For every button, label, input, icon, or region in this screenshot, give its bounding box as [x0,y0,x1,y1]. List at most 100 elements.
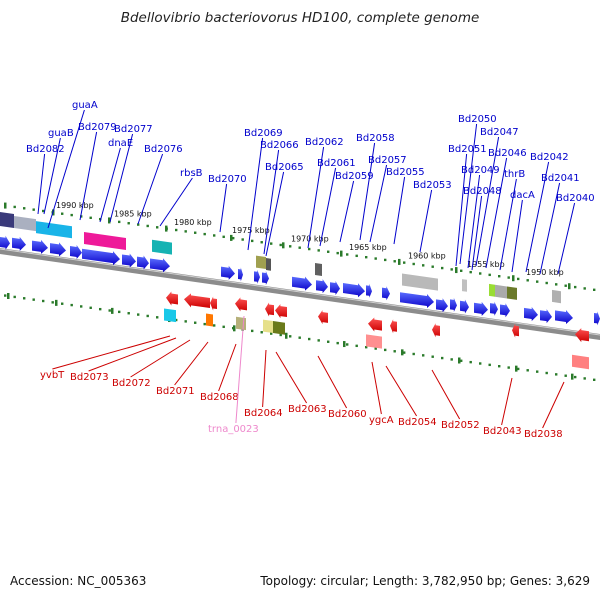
scale-label: 1955 kbp [467,260,505,269]
upper-scale-dot [127,222,130,225]
forward-gene-label-Bd2061: Bd2061 [317,158,356,169]
forward-label-leader [263,149,280,255]
upper-scale-dot [156,226,159,229]
forward-label-leader [339,180,355,243]
upper-scale-dot [507,276,510,279]
lower-scale-dot [327,340,330,343]
forward-gene-arrow [343,283,365,298]
lower-scale-dot [175,318,178,322]
forward-gene-label-Bd2069: Bd2069 [244,128,283,139]
forward-gene-label-Bd2058: Bd2058 [356,133,395,144]
forward-gene-label-Bd2051: Bd2051 [448,144,487,155]
feature-box [507,286,517,300]
reverse-gene-label-Bd2073: Bd2073 [70,372,109,383]
lower-scale-dot [479,362,482,365]
forward-gene-arrow [450,297,457,312]
reverse-gene-label-Bd2043: Bd2043 [483,426,522,437]
reverse-gene-arrow [575,328,589,343]
lower-scale-dot [127,312,130,315]
upper-scale-dot [260,241,263,244]
upper-scale-tick [282,242,285,249]
lower-scale-tick [285,332,288,339]
upper-scale-dot [23,207,26,210]
reverse-gene-arrow [235,297,247,312]
upper-scale-dot [403,261,406,264]
forward-label-leader [219,183,228,233]
forward-gene-label-Bd2041: Bd2041 [541,173,580,184]
lower-scale-tick [55,299,58,306]
forward-gene-arrow [540,309,552,324]
lower-scale-tick [458,357,461,364]
upper-scale-dot [374,257,377,260]
lower-scale-dot [545,371,548,375]
forward-label-leader [159,177,193,227]
lower-scale-dot [203,322,206,326]
forward-label-leader [471,195,483,271]
forward-label-leader [319,167,337,247]
forward-gene-arrow [474,301,488,316]
forward-label-leader [455,153,468,267]
forward-gene-arrow [366,283,372,298]
lower-scale-dot [308,337,311,341]
upper-scale-dot [298,246,301,249]
upper-scale-dot [469,270,472,274]
forward-label-leader [43,137,61,215]
forward-gene-label-Bd2047: Bd2047 [480,127,519,138]
forward-gene-arrow [555,309,573,324]
upper-scale-dot [13,205,16,209]
lower-scale-dot [118,310,121,314]
lower-scale-dot [213,324,216,327]
upper-scale-dot [536,280,539,283]
forward-gene-label-Bd2077: Bd2077 [114,124,153,135]
lower-scale-dot [469,360,472,364]
forward-gene-label-Bd2053: Bd2053 [413,180,452,191]
forward-gene-arrow [262,271,269,286]
upper-scale-dot [80,215,83,218]
forward-gene-label-guaA: guaA [72,100,98,111]
forward-gene-arrow [400,292,434,309]
forward-label-leader [109,133,134,223]
upper-scale-dot [42,209,45,213]
forward-label-leader [369,164,388,243]
upper-scale-dot [583,287,586,290]
forward-label-leader [307,146,325,249]
upper-scale-dot [137,223,140,226]
scale-label: 1950 kbp [526,268,564,277]
lower-scale-dot [260,331,263,334]
forward-gene-label-Bd2076: Bd2076 [144,144,183,155]
forward-gene-label-Bd2082: Bd2082 [26,144,65,155]
lower-scale-dot [61,302,64,305]
lower-scale-dot [251,329,254,333]
scale-label: 1990 kbp [56,201,94,210]
upper-scale-tick [455,267,458,274]
lower-scale-dot [89,306,92,309]
forward-gene-label-guaB: guaB [48,128,74,139]
upper-scale-dot [222,235,225,239]
reverse-gene-label-trna_0023: trna_0023 [208,424,259,435]
lower-scale-dot [222,325,225,329]
upper-scale-tick [108,217,111,224]
upper-scale-dot [460,269,463,272]
lower-scale-dot [374,347,377,350]
lower-scale-dot [488,363,491,367]
feature-box [263,319,273,334]
upper-scale-dot [488,273,491,277]
lower-scale-dot [517,367,520,371]
forward-gene-label-Bd2059: Bd2059 [335,171,374,182]
forward-gene-label-thrB: thrB [504,169,525,180]
lower-scale-tick [343,341,346,348]
forward-gene-label-Bd2055: Bd2055 [386,167,425,178]
lower-scale-dot [536,370,539,373]
lower-scale-dot [194,321,197,324]
forward-gene-label-Bd2049: Bd2049 [461,165,500,176]
forward-gene-label-Bd2040: Bd2040 [556,193,595,204]
upper-scale-dot [431,265,434,268]
reverse-gene-arrow [265,302,274,317]
upper-scale-dot [89,216,92,219]
forward-gene-arrow [254,269,260,284]
reverse-gene-label-ygcA: ygcA [369,415,394,426]
lower-scale-dot [384,348,387,352]
reverse-gene-label-Bd2038: Bd2038 [524,429,563,440]
feature-box [572,354,589,370]
